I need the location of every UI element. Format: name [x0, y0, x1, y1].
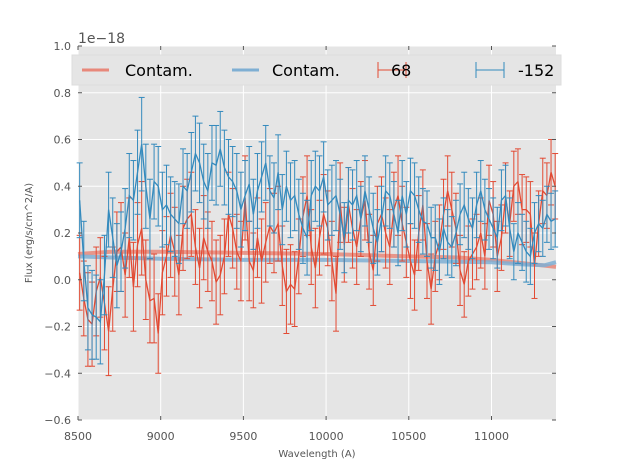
- y-tick-labels: −0.6 −0.4 −0.2 0.0 0.2 0.4 0.6 0.8 1.0: [44, 40, 71, 427]
- y-offset-label: 1e−18: [78, 31, 125, 47]
- series--152: [76, 96, 559, 365]
- y-tick-label: 1.0: [54, 40, 72, 53]
- y-tick-label: 0.2: [54, 227, 72, 240]
- x-tick-label: 9500: [229, 430, 257, 443]
- x-tick-label: 10000: [309, 430, 344, 443]
- y-tick-label: 0.8: [54, 87, 72, 100]
- y-tick-label: −0.2: [44, 321, 71, 334]
- legend-label: 68: [391, 61, 411, 80]
- x-tick-label: 11000: [474, 430, 509, 443]
- y-tick-label: 0.4: [54, 180, 72, 193]
- y-tick-label: −0.6: [44, 414, 71, 427]
- x-tick-labels: 8500 9000 9500 10000 10500 11000: [64, 430, 509, 443]
- legend-label: -152: [518, 61, 554, 80]
- series-data: [76, 96, 559, 377]
- x-tick-label: 10500: [391, 430, 426, 443]
- series-line: [79, 144, 556, 324]
- x-tick-label: 8500: [64, 430, 92, 443]
- x-tick-label: 9000: [147, 430, 175, 443]
- legend: Contam. Contam. 68 -152: [71, 54, 562, 86]
- axes: [77, 45, 556, 421]
- x-axis-label: Wavelength (A): [278, 449, 355, 460]
- y-tick-label: 0.0: [54, 274, 72, 287]
- series-line: [79, 172, 556, 334]
- y-tick-label: −0.4: [44, 367, 71, 380]
- legend-label: Contam.: [272, 61, 340, 80]
- legend-label: Contam.: [125, 61, 193, 80]
- y-axis-label: Flux (erg/s/cm^2/A): [24, 183, 35, 283]
- y-tick-label: 0.6: [54, 134, 72, 147]
